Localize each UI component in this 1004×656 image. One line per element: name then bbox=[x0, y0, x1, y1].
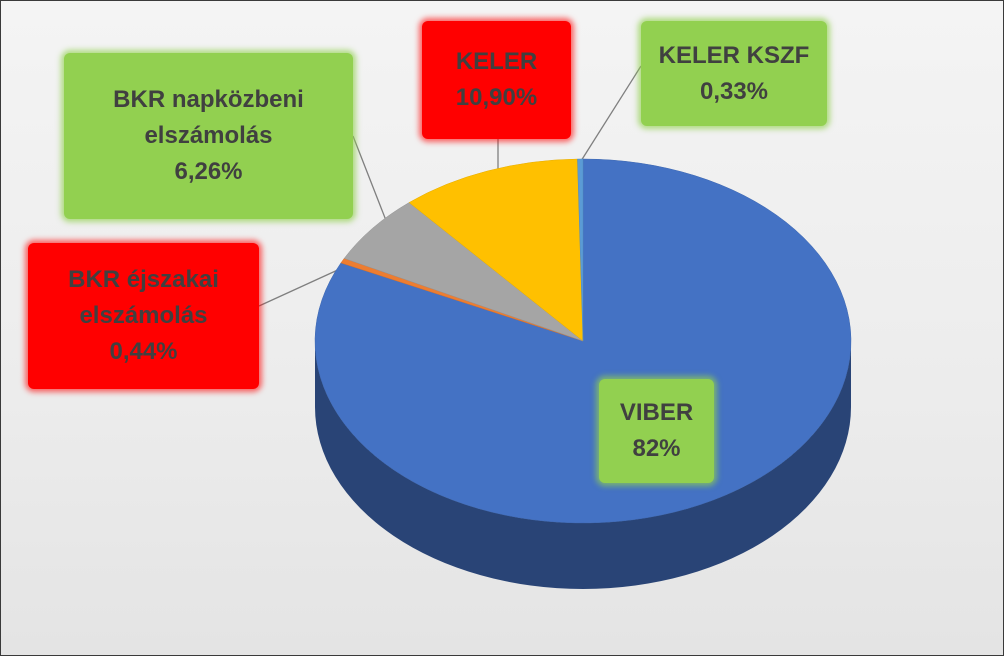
value-label: 0,44% bbox=[109, 338, 178, 365]
category-label: VIBER bbox=[619, 399, 694, 426]
value-label: 82% bbox=[632, 435, 681, 462]
value-label: 0,33% bbox=[699, 77, 769, 105]
leader-line bbox=[352, 135, 388, 224]
data-label: BKR napközbeni elszámolás 6,26% bbox=[64, 53, 353, 219]
category-label: BKR napközbeni elszámolás bbox=[113, 86, 304, 149]
leader-line bbox=[580, 65, 642, 162]
value-label: 6,26% bbox=[174, 158, 243, 185]
category-label: KELER bbox=[455, 48, 538, 75]
data-label: VIBER 82% bbox=[599, 379, 714, 483]
slice bbox=[408, 158, 584, 342]
data-label: BKR éjszakai elszámolás 0,44% bbox=[28, 243, 259, 389]
value-label: 10,90% bbox=[455, 84, 538, 111]
slice-side bbox=[315, 341, 851, 589]
category-label: KELER KSZF bbox=[658, 41, 810, 69]
slice bbox=[577, 158, 584, 342]
data-label: KELER KSZF 0,33% bbox=[641, 21, 827, 126]
data-label: KELER 10,90% bbox=[422, 21, 571, 139]
category-label: BKR éjszakai elszámolás bbox=[68, 266, 219, 329]
